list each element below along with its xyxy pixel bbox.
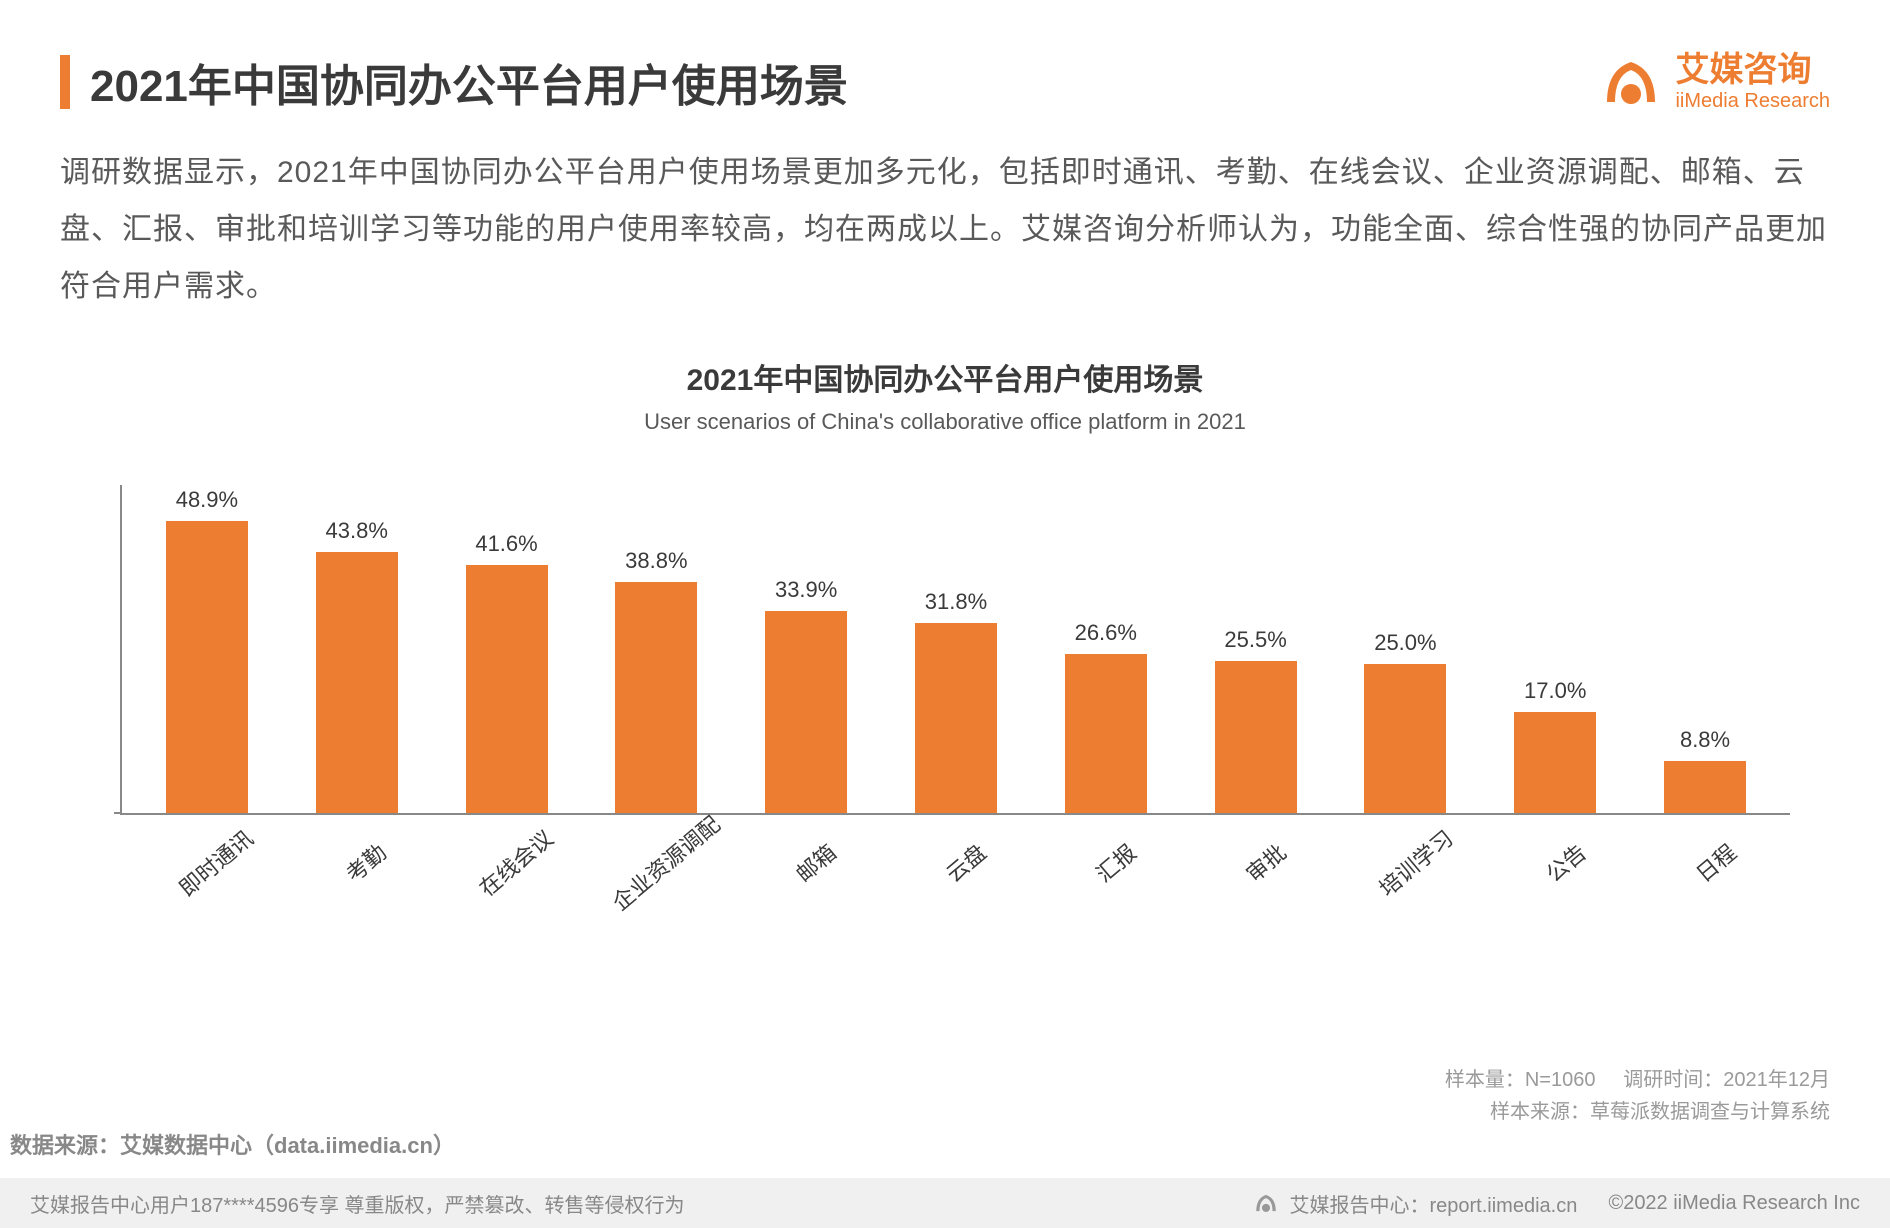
- footer: 艾媒报告中心用户187****4596专享 尊重版权，严禁篡改、转售等侵权行为 …: [0, 1178, 1890, 1228]
- bar: [1065, 654, 1147, 813]
- footer-copyright: ©2022 iiMedia Research Inc: [1608, 1192, 1860, 1215]
- bar: [1664, 761, 1746, 813]
- chart-metadata: 样本量：N=1060 调研时间：2021年12月 样本来源：草莓派数据调查与计算…: [1445, 1064, 1830, 1128]
- x-axis-label: 公告: [1498, 802, 1633, 923]
- bar-value-label: 25.5%: [1224, 627, 1286, 653]
- chart-title-en: User scenarios of China's collaborative …: [80, 409, 1810, 435]
- bar-value-label: 17.0%: [1524, 678, 1586, 704]
- bar: [765, 611, 847, 813]
- chart-title-cn: 2021年中国协同办公平台用户使用场景: [80, 355, 1810, 399]
- x-axis-label: 云盘: [898, 802, 1033, 923]
- x-axis-labels: 即时通讯考勤在线会议企业资源调配邮箱云盘汇报审批培训学习公告日程: [120, 835, 1790, 867]
- bar-group: 26.6%: [1031, 485, 1181, 813]
- bar: [1364, 664, 1446, 813]
- bar: [1215, 661, 1297, 813]
- title-wrapper: 2021年中国协同办公平台用户使用场景: [60, 50, 848, 114]
- bar-value-label: 8.8%: [1680, 727, 1730, 753]
- x-axis-label: 考勤: [298, 802, 433, 923]
- sample-size: 样本量：N=1060: [1445, 1069, 1596, 1091]
- x-axis-label: 在线会议: [448, 802, 583, 923]
- x-axis-label: 即时通讯: [148, 802, 283, 923]
- bar-value-label: 25.0%: [1374, 630, 1436, 656]
- x-axis-label: 审批: [1198, 802, 1333, 923]
- page-title: 2021年中国协同办公平台用户使用场景: [90, 50, 848, 114]
- bar-group: 33.9%: [731, 485, 881, 813]
- description-text: 调研数据显示，2021年中国协同办公平台用户使用场景更加多元化，包括即时通讯、考…: [60, 144, 1830, 315]
- logo-text-en: iiMedia Research: [1675, 90, 1830, 112]
- bar-value-label: 48.9%: [176, 487, 238, 513]
- bar-value-label: 31.8%: [925, 589, 987, 615]
- bar-value-label: 33.9%: [775, 577, 837, 603]
- bar-value-label: 38.8%: [625, 548, 687, 574]
- chart-area: 2021年中国协同办公平台用户使用场景 User scenarios of Ch…: [60, 355, 1830, 905]
- logo-text-cn: 艾媒咨询: [1675, 52, 1830, 89]
- chart-plot: 48.9% 43.8% 41.6% 38.8% 33.9% 31.8% 26.6% 25.5%…: [120, 485, 1790, 815]
- bar: [915, 623, 997, 813]
- logo-text: 艾媒咨询 iiMedia Research: [1675, 52, 1830, 111]
- bar-group: 38.8%: [581, 485, 731, 813]
- x-axis-label: 培训学习: [1348, 802, 1483, 923]
- survey-time: 调研时间：2021年12月: [1623, 1069, 1830, 1091]
- bar-value-label: 41.6%: [475, 531, 537, 557]
- header: 2021年中国协同办公平台用户使用场景 艾媒咨询 iiMedia Researc…: [60, 50, 1830, 114]
- x-axis-label: 邮箱: [748, 802, 883, 923]
- footer-right: 艾媒报告中心：report.iimedia.cn ©2022 iiMedia R…: [1253, 1189, 1860, 1218]
- brand-logo: 艾媒咨询 iiMedia Research: [1599, 50, 1830, 114]
- bar-value-label: 26.6%: [1075, 620, 1137, 646]
- title-accent-bar: [60, 55, 70, 109]
- bar-group: 43.8%: [282, 485, 432, 813]
- footer-logo-icon: [1253, 1190, 1279, 1216]
- bar: [466, 565, 548, 813]
- bar: [1514, 712, 1596, 813]
- logo-icon: [1599, 50, 1663, 114]
- bar: [316, 552, 398, 813]
- bar-group: 41.6%: [432, 485, 582, 813]
- sample-source: 样本来源：草莓派数据调查与计算系统: [1445, 1096, 1830, 1128]
- bar-group: 25.5%: [1181, 485, 1331, 813]
- x-axis-label: 企业资源调配: [598, 802, 733, 923]
- bar: [615, 582, 697, 813]
- x-axis-label: 日程: [1648, 802, 1783, 923]
- footer-left-text: 艾媒报告中心用户187****4596专享 尊重版权，严禁篡改、转售等侵权行为: [30, 1189, 685, 1218]
- bar-group: 25.0%: [1331, 485, 1481, 813]
- bar-group: 48.9%: [132, 485, 282, 813]
- page-container: 2021年中国协同办公平台用户使用场景 艾媒咨询 iiMedia Researc…: [0, 0, 1890, 1228]
- data-source: 数据来源：艾媒数据中心（data.iimedia.cn）: [0, 1128, 455, 1160]
- x-axis-label: 汇报: [1048, 802, 1183, 923]
- bar-group: 8.8%: [1630, 485, 1780, 813]
- bar-group: 17.0%: [1480, 485, 1630, 813]
- axis-tick: [114, 812, 122, 814]
- chart-container: 48.9% 43.8% 41.6% 38.8% 33.9% 31.8% 26.6% 25.5%…: [80, 485, 1810, 905]
- bar-value-label: 43.8%: [326, 518, 388, 544]
- bar: [166, 521, 248, 813]
- bar-group: 31.8%: [881, 485, 1031, 813]
- footer-link-text: 艾媒报告中心：report.iimedia.cn: [1289, 1189, 1577, 1218]
